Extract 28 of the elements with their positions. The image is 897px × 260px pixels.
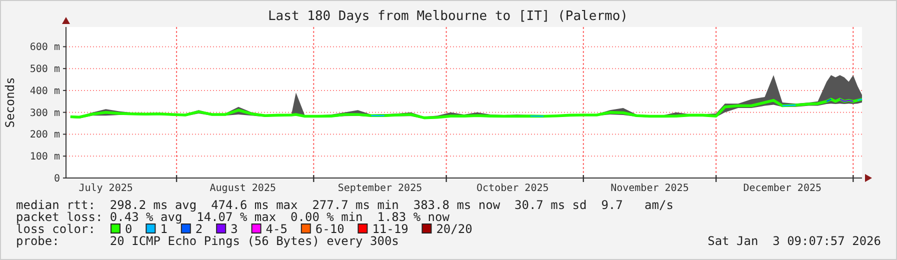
y-tick-label: 300 m [30,108,60,119]
y-tick-label: 100 m [30,152,60,163]
legend-title: loss color: [16,222,96,236]
text: probe: 20 ICMP Echo Pings (56 Bytes) every 300s [16,234,399,248]
line-series [69,98,864,120]
y-tick-label: 0 [54,174,60,184]
legend-label: 0 [125,222,132,236]
y-axis-title: Seconds [3,77,17,128]
x-tick-label: September 2025 [338,183,422,194]
text: 11-19 [372,222,408,236]
text: median rtt: 298.2 ms avg 474.6 ms max 277.7 ms min 383.8 ms now 30.7 ms sd 9.7 am/s [16,198,674,212]
chart-title: Last 180 Days from Melbourne to [IT] (Palermo) [268,9,628,24]
legend-label: 1 [160,222,168,236]
text: 4-5 [266,222,288,236]
x-tick-label: December 2025 [743,183,822,194]
x-tick-label: October 2025 [476,183,549,194]
text: 6-10 [315,222,344,236]
text: Sat Jan 3 09:07:57 2026 [708,234,881,248]
x-tick-label: November 2025 [610,183,689,194]
legend-label: 3 [230,222,238,236]
y-tick-label: 500 m [30,64,60,76]
y-tick-label: 200 m [30,130,60,141]
y-tick-label: 600 m [30,42,60,54]
x-tick-label: July 2025 [78,183,133,194]
legend-label: 2 [195,222,203,236]
text: 20/20 [436,222,472,236]
x-tick-label: August 2025 [210,183,276,194]
y-tick-label: 400 m [30,86,60,97]
